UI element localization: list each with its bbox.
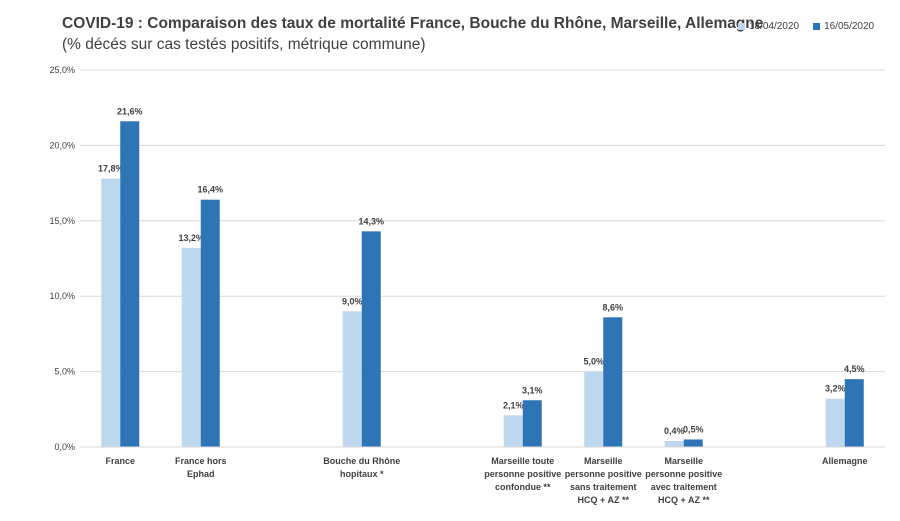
bar-france-series-2 — [120, 121, 140, 447]
data-label-marseille-avec-series-1: 0,4% — [664, 426, 685, 436]
bar-france-hors-ephad-series-1 — [181, 247, 201, 447]
bar-allemagne-series-2 — [844, 379, 864, 447]
x-category-label-marseille-sans: Marseille personne positive sans traitemen… — [565, 456, 642, 505]
data-label-bouche-du-rhone-series-2: 14,3% — [358, 216, 384, 226]
legend-label-series-2: 16/05/2020 — [824, 21, 875, 32]
bar-allemagne-series-1 — [825, 398, 845, 447]
x-category-label-marseille-toute: Marseille toute personne positive confondu… — [484, 456, 561, 492]
data-label-marseille-toute-series-2: 3,1% — [522, 385, 543, 395]
legend-swatch-series-1 — [738, 23, 745, 30]
y-tick-label: 25,0% — [49, 65, 75, 75]
y-tick-label: 20,0% — [49, 140, 75, 150]
bar-marseille-avec-series-1 — [664, 440, 684, 447]
bar-marseille-avec-series-2 — [683, 439, 703, 447]
data-label-france-hors-ephad-series-2: 16,4% — [197, 185, 223, 195]
bar-france-series-1 — [101, 178, 121, 448]
y-tick-label: 5,0% — [54, 367, 75, 377]
data-label-marseille-avec-series-2: 0,5% — [683, 424, 704, 434]
x-category-label-allemagne: Allemagne — [822, 456, 868, 466]
legend-item-series-2: 16/05/2020 — [813, 21, 874, 32]
x-category-label-france: France — [105, 456, 135, 466]
y-tick-label: 15,0% — [49, 216, 75, 226]
chart-subtitle: (% décés sur cas testés positifs, métriq… — [62, 36, 426, 53]
data-label-france-series-2: 21,6% — [117, 106, 143, 116]
legend-swatch-series-2 — [813, 23, 821, 30]
data-label-france-hors-ephad-series-1: 13,2% — [178, 233, 204, 243]
y-tick-label: 10,0% — [49, 291, 75, 301]
data-label-allemagne-series-2: 4,5% — [844, 364, 865, 374]
bar-france-hors-ephad-series-2 — [200, 199, 220, 447]
chart-title: COVID-19 : Comparaison des taux de morta… — [62, 15, 764, 32]
x-category-label-bouche-du-rhone: Bouche du Rhône hopitaux * — [323, 456, 400, 479]
x-category-label-marseille-avec: Marseille personne positive avec traitemen… — [645, 456, 722, 505]
data-label-marseille-sans-series-1: 5,0% — [583, 357, 604, 367]
bar-bouche-du-rhone-series-1 — [342, 311, 362, 447]
legend-label-series-1: 18/04/2020 — [749, 21, 800, 32]
data-label-bouche-du-rhone-series-1: 9,0% — [342, 296, 363, 306]
data-label-allemagne-series-1: 3,2% — [825, 384, 846, 394]
bar-bouche-du-rhone-series-2 — [361, 231, 381, 447]
bar-marseille-toute-series-2 — [522, 400, 542, 447]
chart-legend: 18/04/2020 16/05/2020 — [738, 21, 874, 32]
x-category-label-france-hors-ephad: France hors Ephad — [175, 456, 227, 479]
bar-marseille-toute-series-1 — [503, 415, 523, 447]
data-label-marseille-toute-series-1: 2,1% — [503, 400, 524, 410]
data-label-france-series-1: 17,8% — [98, 164, 124, 174]
legend-item-series-1: 18/04/2020 — [738, 21, 799, 32]
bar-marseille-sans-series-2 — [603, 317, 623, 447]
bar-marseille-sans-series-1 — [584, 371, 604, 447]
data-label-marseille-sans-series-2: 8,6% — [602, 302, 623, 312]
y-tick-label: 0,0% — [54, 442, 75, 452]
